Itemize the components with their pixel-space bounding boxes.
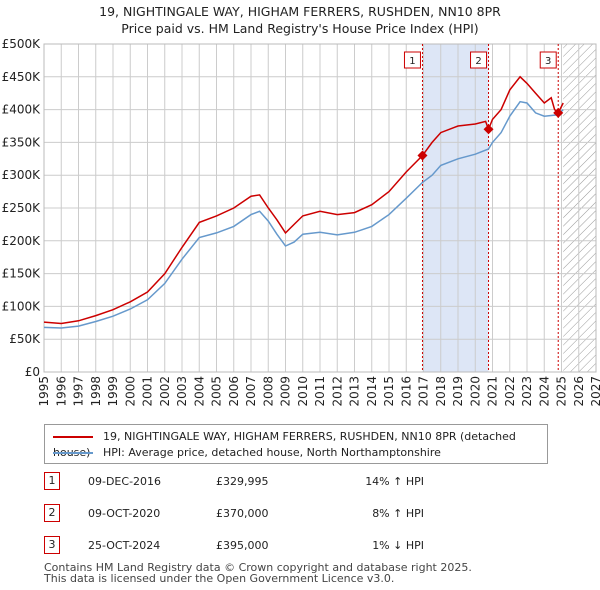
x-tick-label: 2020: [468, 376, 482, 407]
x-tick-label: 2019: [451, 376, 465, 407]
sale-number-badge: 1: [44, 472, 60, 490]
x-tick-label: 2022: [503, 376, 517, 407]
x-tick-label: 2009: [279, 376, 293, 407]
footer-copyright: Contains HM Land Registry data © Crown c…: [44, 561, 472, 574]
x-tick-label: 2024: [537, 376, 551, 407]
sale-price: £395,000: [216, 539, 269, 552]
x-tick-label: 2027: [589, 376, 600, 407]
x-tick-label: 1997: [72, 376, 86, 407]
x-tick-label: 2018: [434, 376, 448, 407]
x-tick-label: 2026: [572, 376, 586, 407]
footer-licence: This data is licensed under the Open Gov…: [44, 572, 395, 585]
legend-label-hpi: HPI: Average price, detached house, Nort…: [103, 446, 441, 459]
x-tick-label: 2025: [555, 376, 569, 407]
x-tick-label: 2002: [158, 376, 172, 407]
x-tick-label: 2014: [365, 376, 379, 407]
x-tick-label: 2012: [330, 376, 344, 407]
plot-frame: [43, 43, 597, 373]
y-tick-label: £100K: [2, 299, 42, 313]
sale-row: 3 25-OCT-2024 £395,000 1% ↓ HPI: [44, 536, 564, 556]
chart-title: 19, NIGHTINGALE WAY, HIGHAM FERRERS, RUS…: [99, 4, 501, 19]
x-tick-label: 2011: [313, 376, 327, 407]
sale-row: 1 09-DEC-2016 £329,995 14% ↑ HPI: [44, 472, 564, 492]
x-tick-label: 2004: [192, 376, 206, 407]
sale-price: £370,000: [216, 507, 269, 520]
x-tick-label: 2023: [520, 376, 534, 407]
hpi-line: [43, 75, 564, 325]
sale-point: [553, 107, 564, 118]
x-tick-label: 2013: [348, 376, 362, 407]
x-tick-label: 2007: [244, 376, 258, 407]
sale-date: 09-DEC-2016: [88, 475, 162, 488]
legend-swatch-property: [53, 436, 93, 438]
footer: Contains HM Land Registry data © Crown c…: [44, 562, 472, 584]
y-tick-label: £350K: [2, 135, 42, 149]
sale-point: [483, 124, 494, 135]
y-tick-label: £0: [25, 365, 40, 379]
y-tick-label: £50K: [9, 332, 41, 346]
x-tick-label: 2005: [210, 376, 224, 407]
x-tick-label: 2006: [227, 376, 241, 407]
y-tick-label: £500K: [2, 37, 42, 51]
y-tick-label: £450K: [2, 70, 42, 84]
sale-date: 09-OCT-2020: [88, 507, 161, 520]
x-tick-label: 2001: [141, 376, 155, 407]
property-price-line: [43, 100, 564, 329]
sale-hpi-diff: 8% ↑ HPI: [372, 507, 424, 520]
sale-row: 2 09-OCT-2020 £370,000 8% ↑ HPI: [44, 504, 564, 524]
sale-marker-number: 3: [545, 56, 551, 67]
x-tick-label: 2000: [123, 376, 137, 407]
sale-number-badge: 2: [44, 504, 60, 522]
x-tick-label: 2008: [261, 376, 275, 407]
sale-marker-number: 2: [475, 56, 481, 67]
x-tick-label: 2016: [399, 376, 413, 407]
sale-hpi-diff: 14% ↑ HPI: [365, 475, 424, 488]
y-tick-label: £250K: [2, 201, 42, 215]
x-tick-label: 1998: [89, 376, 103, 407]
x-tick-label: 1996: [54, 376, 68, 407]
x-tick-label: 2021: [486, 376, 500, 407]
y-tick-label: £200K: [2, 234, 42, 248]
legend: 19, NIGHTINGALE WAY, HIGHAM FERRERS, RUS…: [44, 424, 548, 464]
sale-marker-box: [470, 51, 488, 69]
sale-marker-box: [539, 51, 557, 69]
x-tick-label: 2010: [296, 376, 310, 407]
sale-number-badge: 3: [44, 536, 60, 554]
y-tick-label: £300K: [2, 168, 42, 182]
x-tick-label: 1999: [106, 376, 120, 407]
sale-date: 25-OCT-2024: [88, 539, 161, 552]
chart-subtitle: Price paid vs. HM Land Registry's House …: [121, 21, 479, 36]
sale-price: £329,995: [216, 475, 269, 488]
x-tick-label: 2015: [382, 376, 396, 407]
price-chart: £0 £50K £100K £150K £200K £250K £300K £350K £400…: [2, 37, 600, 407]
x-tick-label: 1995: [37, 376, 51, 407]
y-tick-label: £150K: [2, 267, 42, 281]
x-tick-label: 2017: [417, 376, 431, 407]
sale-marker-box: [403, 51, 421, 69]
legend-item-hpi: HPI: Average price, detached house, Nort…: [53, 445, 441, 461]
sale-point: [417, 150, 428, 161]
sale-marker-number: 1: [409, 56, 415, 67]
x-tick-label: 2003: [175, 376, 189, 407]
sale-hpi-diff: 1% ↓ HPI: [372, 539, 424, 552]
y-tick-label: £400K: [2, 103, 42, 117]
legend-swatch-hpi: [53, 452, 93, 454]
legend-item-property: 19, NIGHTINGALE WAY, HIGHAM FERRERS, RUS…: [53, 429, 547, 459]
